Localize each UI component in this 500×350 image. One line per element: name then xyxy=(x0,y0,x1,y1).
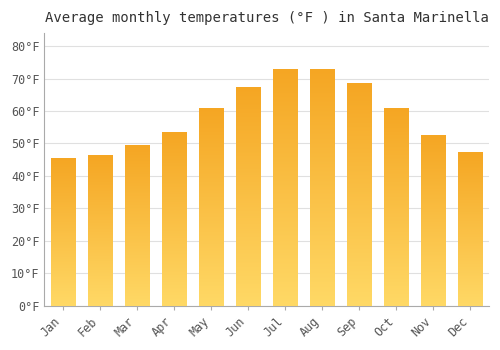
Title: Average monthly temperatures (°F ) in Santa Marinella: Average monthly temperatures (°F ) in Sa… xyxy=(44,11,488,25)
